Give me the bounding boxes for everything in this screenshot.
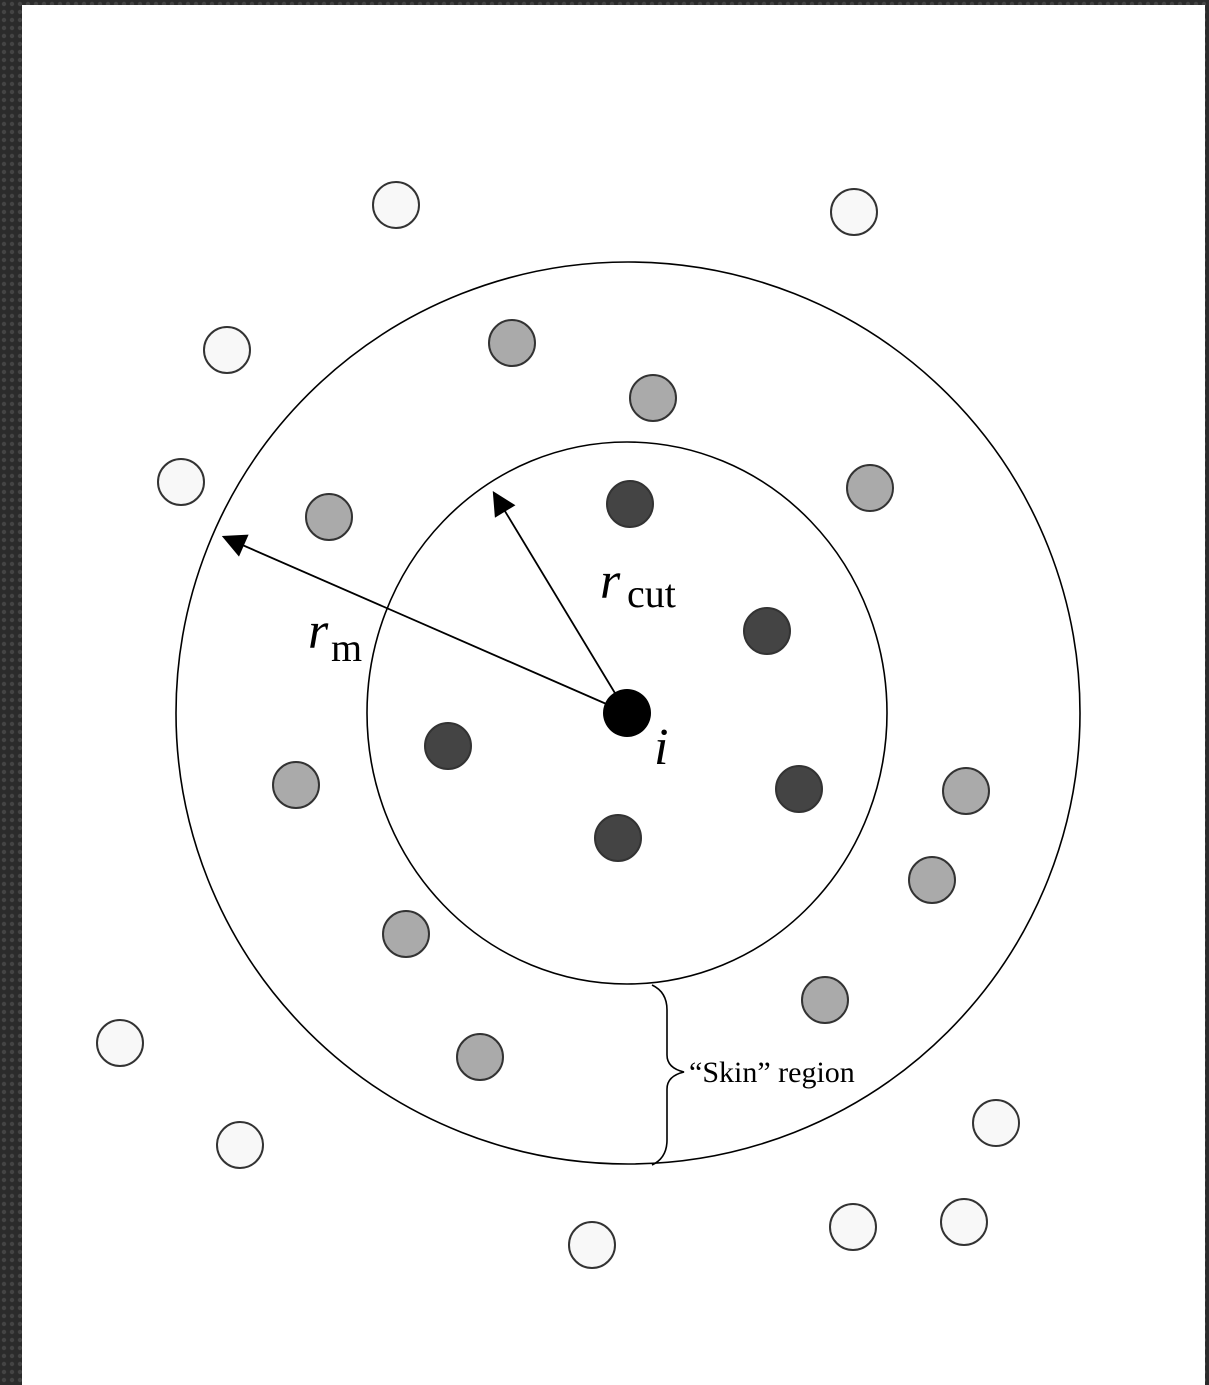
outer-radius-symbol: r xyxy=(308,603,329,660)
particle xyxy=(382,910,430,958)
particle xyxy=(830,188,878,236)
particle xyxy=(305,493,353,541)
skin-label: “Skin” region xyxy=(689,1056,855,1089)
outer-radius-subscript: m xyxy=(331,625,362,670)
center-particle xyxy=(603,689,651,737)
particle xyxy=(801,976,849,1024)
outside-particles xyxy=(96,181,1020,1269)
particle xyxy=(829,1203,877,1251)
cutoff-radius-subscript: cut xyxy=(627,571,676,616)
particle xyxy=(203,326,251,374)
particle xyxy=(372,181,420,229)
skin-particles xyxy=(272,319,990,1081)
particle xyxy=(743,607,791,655)
particle xyxy=(272,761,320,809)
center-label: i xyxy=(654,719,668,776)
particle xyxy=(216,1121,264,1169)
particle xyxy=(488,319,536,367)
particle xyxy=(775,765,823,813)
cutoff-radius-arrow xyxy=(492,490,628,714)
particle xyxy=(940,1198,988,1246)
inner-particles xyxy=(424,480,823,862)
particle xyxy=(96,1019,144,1067)
particle xyxy=(568,1221,616,1269)
particle xyxy=(908,856,956,904)
particle xyxy=(972,1099,1020,1147)
skin-brace xyxy=(651,984,685,1166)
inner-circle xyxy=(366,441,888,985)
particle xyxy=(942,767,990,815)
outer-radius-arrow xyxy=(221,534,628,714)
particle xyxy=(424,722,472,770)
cutoff-radius-symbol: r xyxy=(600,553,621,610)
particle xyxy=(629,374,677,422)
outer-circle xyxy=(175,261,1081,1165)
particle xyxy=(157,458,205,506)
particle xyxy=(846,464,894,512)
particle xyxy=(594,814,642,862)
particle xyxy=(606,480,654,528)
particle xyxy=(456,1033,504,1081)
